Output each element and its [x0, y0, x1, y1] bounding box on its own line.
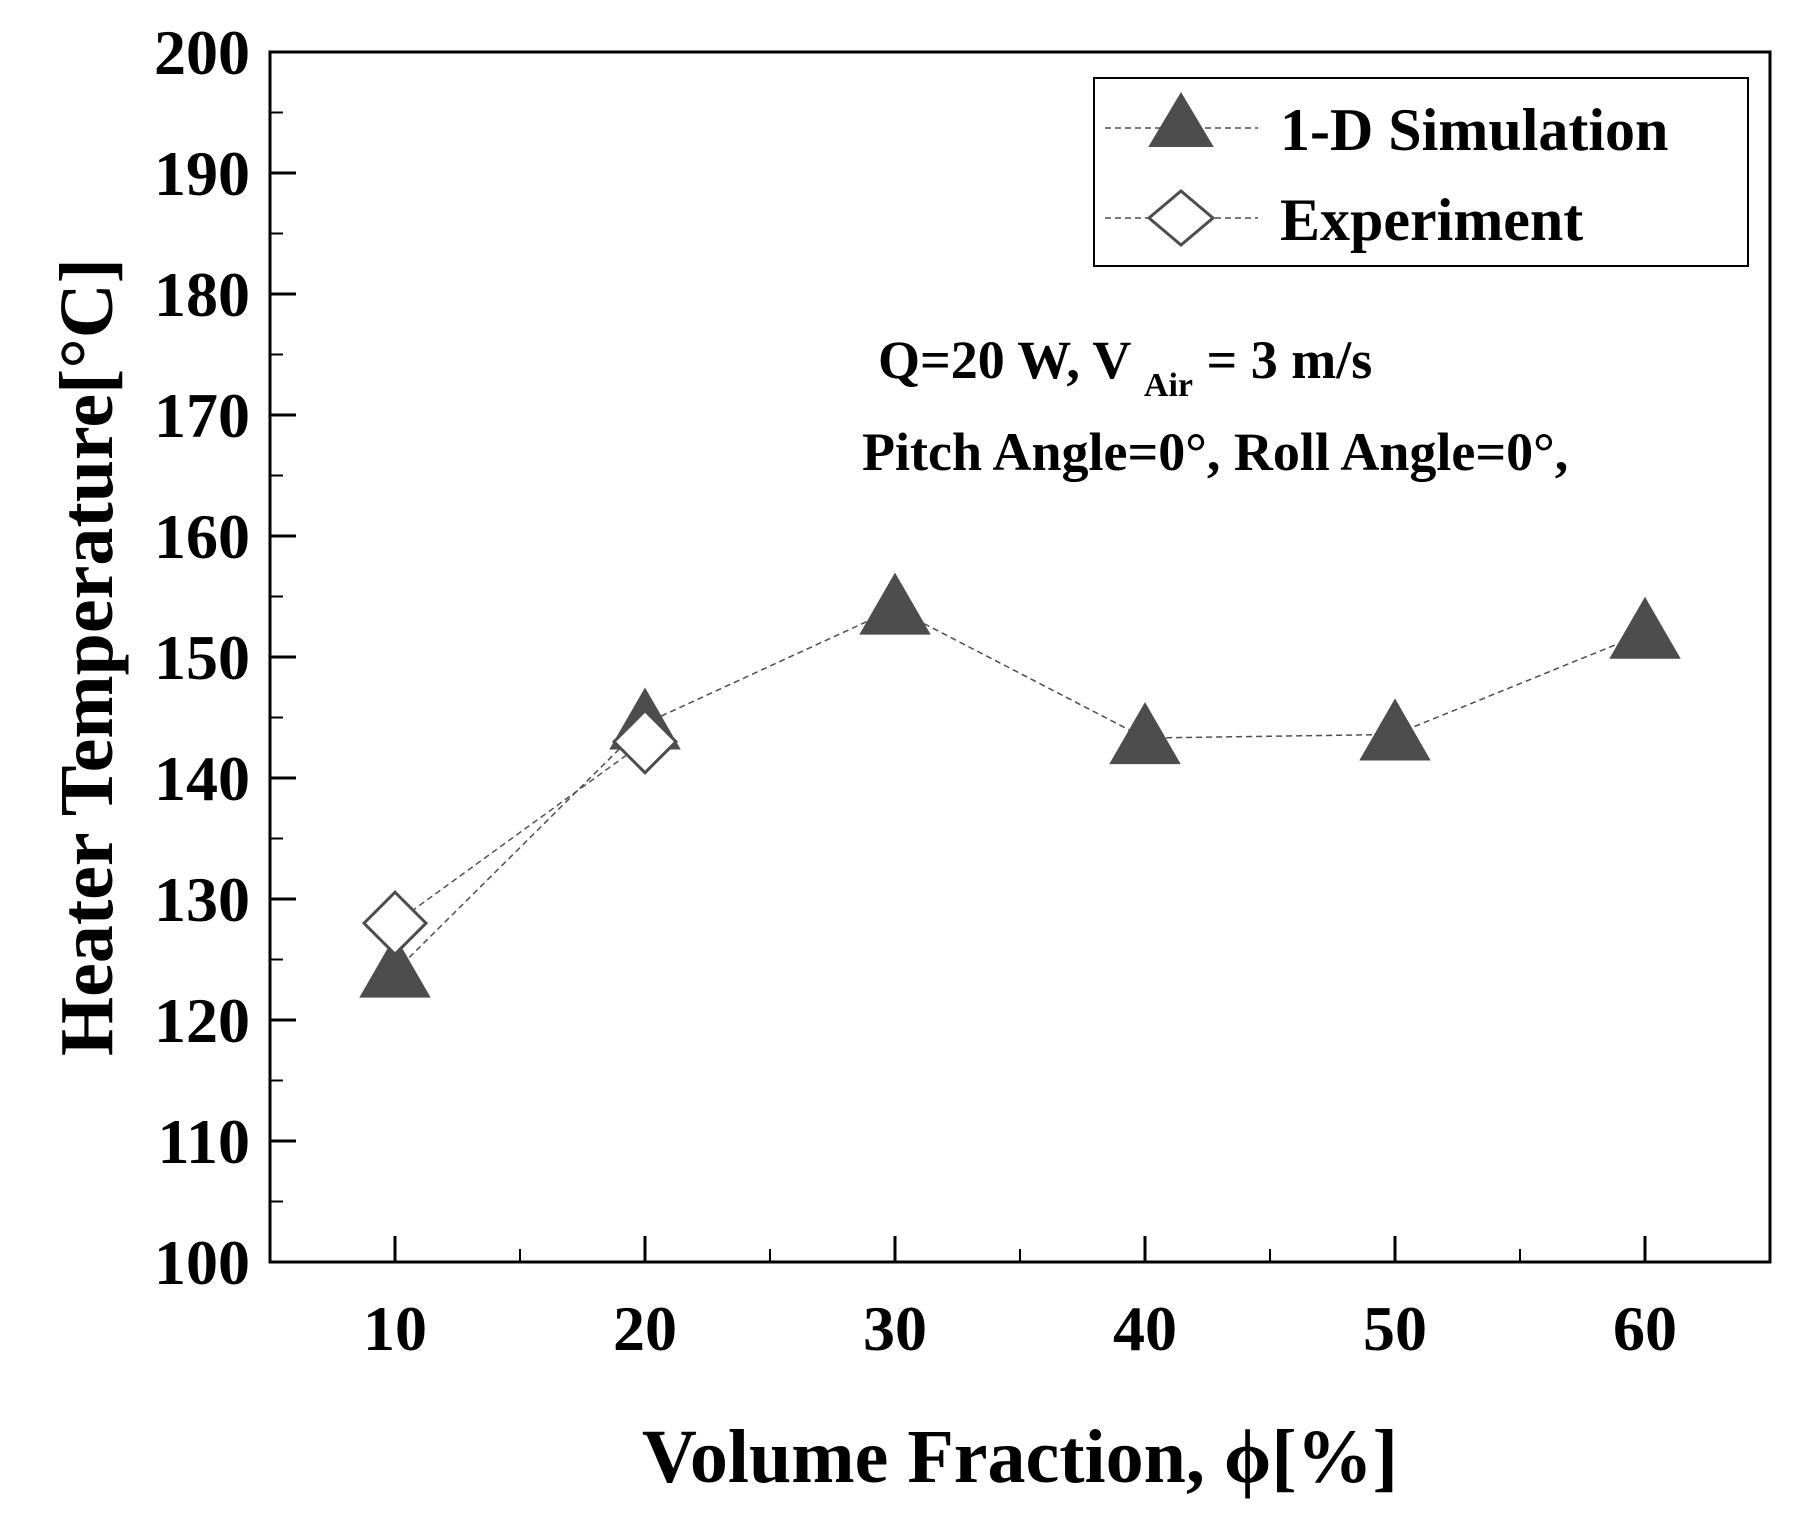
legend-label-simulation: 1-D Simulation — [1280, 97, 1668, 163]
data-point-experiment — [361, 890, 429, 957]
x-axis-ticks: 10 20 30 40 50 60 — [269, 1236, 1771, 1364]
data-point-simulation — [1109, 702, 1181, 765]
x-tick-label: 50 — [1363, 1293, 1427, 1364]
y-tick-label: 150 — [154, 622, 250, 693]
legend-label-experiment: Experiment — [1280, 187, 1583, 253]
y-tick-label: 100 — [154, 1227, 250, 1298]
y-tick-label: 160 — [154, 501, 250, 572]
legend: 1-D Simulation Experiment — [1093, 77, 1749, 267]
data-point-simulation — [859, 572, 931, 635]
annotation-conditions: Q=20 W, V Air = 3 m/s — [878, 330, 1372, 404]
y-tick-label: 180 — [154, 259, 250, 330]
x-tick-label: 40 — [1113, 1293, 1177, 1364]
data-point-simulation — [359, 935, 431, 998]
legend-marker-experiment — [1146, 189, 1216, 247]
x-tick-label: 60 — [1613, 1293, 1677, 1364]
annotation-conditions-part-1: Q=20 W, V — [878, 330, 1144, 390]
y-tick-label: 130 — [154, 864, 250, 935]
x-tick-label: 30 — [863, 1293, 927, 1364]
y-tick-label: 200 — [154, 17, 250, 88]
series-line-1 — [394, 741, 646, 924]
y-axis-title: Heater Temperature[°C] — [45, 258, 129, 1056]
y-axis-ticks: 100 110 120 130 140 150 160 170 180 190 200 — [154, 17, 296, 1298]
data-point-simulation — [1609, 596, 1681, 659]
y-tick-label: 120 — [154, 985, 250, 1056]
annotation-conditions-part-2: = 3 m/s — [1193, 330, 1372, 390]
x-tick-label: 20 — [613, 1293, 677, 1364]
data-point-experiment — [611, 708, 679, 775]
y-tick-label: 190 — [154, 138, 250, 209]
x-axis-title: Volume Fraction, ϕ[%] — [642, 1415, 1398, 1499]
data-point-simulation — [1359, 698, 1431, 761]
y-tick-label: 170 — [154, 380, 250, 451]
legend-marker-simulation — [1148, 92, 1214, 147]
y-tick-label: 140 — [154, 743, 250, 814]
series-line-0 — [394, 607, 1646, 973]
annotation-angles: Pitch Angle=0°, Roll Angle=0°, — [862, 422, 1568, 482]
annotation-conditions-subscript: Air — [1144, 367, 1193, 404]
y-tick-label: 110 — [158, 1106, 250, 1177]
legend-box — [1093, 77, 1749, 267]
series-layer — [359, 572, 1681, 998]
x-tick-label: 10 — [363, 1293, 427, 1364]
